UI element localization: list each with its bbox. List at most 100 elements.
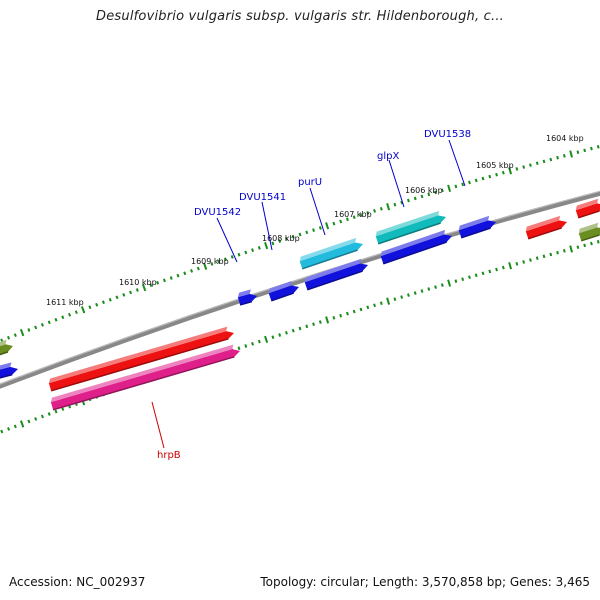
scale-tick (359, 307, 363, 312)
scale-tick (529, 258, 532, 262)
scale-tick (488, 174, 492, 179)
scale-tick (0, 429, 4, 434)
page-title: Desulfovibrio vulgaris subsp. vulgaris s… (96, 9, 504, 24)
scale-track-outer (0, 144, 600, 343)
scale-tick (230, 255, 234, 259)
scale-tick (27, 328, 31, 332)
scale-tick (284, 237, 288, 241)
scale-tick (80, 306, 86, 314)
scale-tick (407, 293, 410, 297)
scale-tick (264, 241, 269, 250)
scale-tick (54, 409, 58, 414)
scale-tick (522, 165, 526, 169)
gene-label-dvu1541[interactable]: DVU1541 (239, 192, 286, 203)
scale-tick (359, 213, 363, 217)
scale-tick (271, 241, 275, 246)
gene-label-glpx[interactable]: glpX (377, 151, 399, 162)
gene-label-puru[interactable]: purU (298, 177, 322, 188)
gene-feature-hrpB-magenta[interactable] (50, 344, 241, 411)
gene-feature-DVU1541-blue[interactable] (268, 280, 299, 302)
scale-tick (434, 285, 437, 289)
accession-text: Accession: NC_002937 (9, 575, 146, 589)
gene-feature-olive-right[interactable] (578, 222, 600, 242)
scale-tick (556, 250, 559, 255)
scale-tick (447, 279, 452, 287)
scale-tick (339, 313, 343, 318)
scale-tick (141, 283, 147, 292)
scale-tick (61, 315, 65, 320)
scale-tick (223, 257, 227, 262)
scale-tick (495, 172, 498, 177)
scale-tick (576, 150, 580, 154)
scale-label-1609: 1609 kbp (191, 257, 229, 266)
scale-tick (278, 239, 282, 243)
scale-tick (596, 144, 600, 149)
scale-tick (569, 245, 573, 253)
scale-tick (366, 305, 370, 310)
scale-tick (413, 291, 417, 295)
scale-tick (88, 305, 92, 310)
gene-label-hrpb[interactable]: hrpB (157, 450, 181, 461)
scale-tick (440, 188, 444, 193)
scale-tick (488, 269, 492, 274)
scale-tick (298, 326, 302, 331)
scale-tick (583, 148, 587, 153)
scale-label-1606: 1606 kbp (405, 186, 443, 195)
scale-tick (251, 341, 255, 346)
gene-feature-red-long[interactable] (48, 326, 234, 392)
scale-tick (386, 203, 391, 211)
scale-tick (407, 198, 410, 203)
scale-tick (508, 167, 513, 175)
gene-label-lines (151, 139, 466, 449)
gene-feature-DVU1538-blue[interactable] (458, 215, 496, 239)
genome-backbone-highlight (0, 190, 600, 385)
scale-tick (522, 260, 526, 264)
scale-label-1607: 1607 kbp (334, 210, 372, 219)
scale-tick (468, 180, 471, 185)
scale-tick (47, 412, 51, 416)
gene-feature-purU-cyan[interactable] (299, 237, 363, 270)
scale-tick (101, 300, 105, 305)
scale-tick (576, 245, 580, 249)
gene-feature-red-right[interactable] (525, 215, 567, 240)
scale-tick (346, 217, 349, 222)
scale-tick (542, 159, 546, 164)
gene-feature-blue-mid[interactable] (304, 258, 368, 291)
scale-tick (535, 256, 539, 261)
gene-feature-blue-glpX[interactable] (380, 229, 452, 265)
scale-tick (447, 184, 452, 193)
scale-tick (454, 279, 458, 283)
scale-tick (7, 335, 11, 340)
scale-tick (562, 154, 566, 158)
scale-tick (183, 271, 187, 276)
scale-tick (312, 228, 315, 232)
scale-tick (190, 269, 194, 273)
gene-feature-DVU1542-blue[interactable] (237, 289, 257, 306)
scale-tick (549, 157, 553, 162)
scale-tick (339, 219, 343, 224)
gene-feature-red-edge[interactable] (575, 198, 600, 219)
scale-tick (379, 301, 383, 306)
scale-tick (542, 254, 546, 259)
scale-tick (400, 295, 404, 299)
gene-label-dvu1542[interactable]: DVU1542 (194, 207, 241, 218)
scale-tick (47, 320, 51, 325)
scale-tick (19, 328, 25, 337)
scale-tick (251, 248, 255, 252)
gene-feature-olive-left[interactable] (0, 339, 13, 356)
scale-tick (440, 283, 444, 287)
gene-label-dvu1538[interactable]: DVU1538 (424, 129, 471, 140)
scale-tick (169, 276, 173, 280)
scale-tick (346, 311, 349, 316)
gene-feature-blue-left[interactable] (0, 362, 18, 379)
gene-feature-glpX-teal[interactable] (375, 210, 446, 245)
scale-tick (515, 262, 519, 266)
scale-tick (210, 262, 214, 266)
scale-label-1608: 1608 kbp (262, 234, 300, 243)
scale-tick (34, 417, 38, 421)
scale-labels: 1604 kbp 1605 kbp 1606 kbp 1607 kbp 1608… (46, 134, 584, 307)
scale-tick (352, 215, 356, 220)
scale-tick (305, 230, 309, 235)
scale-tick (203, 262, 208, 270)
